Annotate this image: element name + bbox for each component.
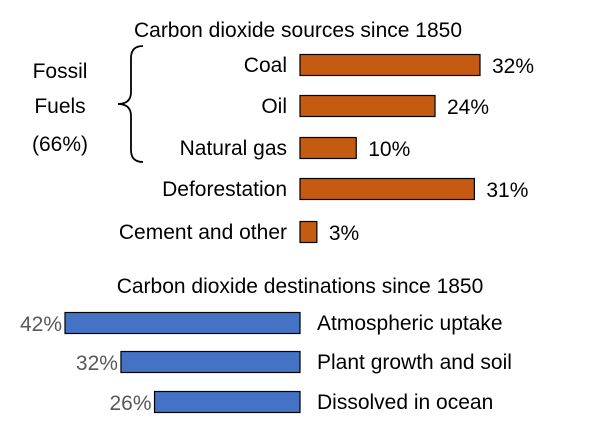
source-bar-cement-and-other [299,220,318,244]
sources-bars: Coal 32% Oil 24% Natural gas 10% Deforestation… [119,53,534,245]
destination-label-plant-growth-and-soil: Plant growth and soil [317,351,512,374]
destination-value-plant-growth-and-soil: 32% [76,352,118,375]
destination-bar-plant-growth-and-soil [120,350,301,374]
destination-label-dissolved-in-ocean: Dissolved in ocean [317,391,493,414]
source-label-cement-and-other: Cement and other [119,221,287,244]
source-value-cement-and-other: 3% [329,222,359,245]
destination-bar-dissolved-in-ocean [153,390,301,414]
source-value-deforestation: 31% [486,179,528,202]
destination-value-atmospheric-uptake: 42% [20,313,62,336]
source-value-natural-gas: 10% [368,138,410,161]
source-label-deforestation: Deforestation [162,178,287,201]
fossil-label-line-3: (66%) [32,133,88,156]
source-value-oil: 24% [447,96,489,119]
fossil-fuels-group-label: Fossil Fuels (66%) [32,45,144,163]
fossil-fuels-brace [117,45,144,163]
destination-bar-atmospheric-uptake [64,311,301,335]
destinations-chart-title: Carbon dioxide destinations since 1850 [117,275,484,298]
sources-chart-title: Carbon dioxide sources since 1850 [134,19,462,42]
destination-label-atmospheric-uptake: Atmospheric uptake [317,312,503,335]
source-bar-natural-gas [299,136,357,160]
destination-value-dissolved-in-ocean: 26% [109,392,151,415]
source-bar-oil [299,94,436,118]
source-label-coal: Coal [244,54,287,77]
source-bar-coal [299,53,481,77]
fossil-label-line-2: Fuels [34,95,85,118]
source-label-natural-gas: Natural gas [180,137,287,160]
fossil-label-line-1: Fossil [33,60,88,83]
source-label-oil: Oil [261,95,287,118]
source-bar-deforestation [299,177,475,201]
source-value-coal: 32% [492,55,534,78]
destinations-bars: 42% Atmospheric uptake 32% Plant growth and… [20,311,512,415]
